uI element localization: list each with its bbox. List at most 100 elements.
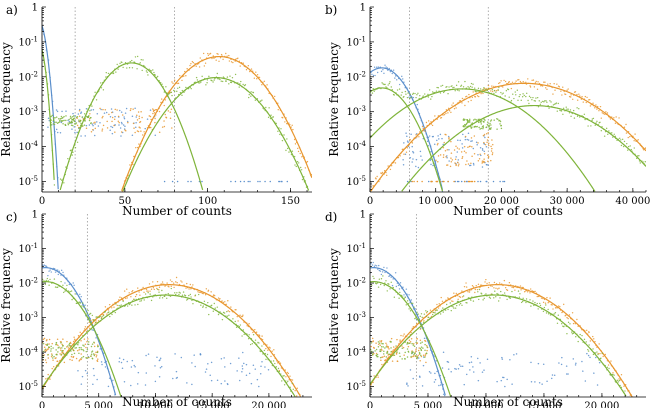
noise-point bbox=[584, 380, 587, 382]
data-point bbox=[440, 296, 442, 299]
data-point bbox=[143, 299, 145, 301]
noise-point bbox=[467, 121, 470, 123]
data-point bbox=[563, 303, 565, 306]
data-point bbox=[113, 306, 115, 308]
noise-point bbox=[436, 139, 438, 142]
noise-point bbox=[454, 158, 457, 160]
data-point bbox=[145, 288, 148, 291]
data-point bbox=[517, 290, 520, 292]
data-point bbox=[376, 175, 378, 178]
noise-point bbox=[413, 342, 415, 345]
noise-point bbox=[167, 110, 170, 112]
data-point bbox=[644, 161, 646, 163]
noise-point bbox=[80, 346, 82, 349]
data-point bbox=[148, 283, 151, 285]
floor-point bbox=[416, 180, 419, 183]
noise-point bbox=[89, 117, 92, 119]
data-point bbox=[254, 339, 257, 341]
data-point bbox=[504, 95, 506, 97]
data-point bbox=[534, 301, 536, 304]
data-point bbox=[186, 298, 189, 301]
y-tick-base: 10 bbox=[18, 382, 31, 393]
noise-point bbox=[165, 116, 167, 118]
noise-point bbox=[223, 357, 225, 359]
data-point bbox=[379, 270, 382, 272]
data-point bbox=[627, 136, 629, 139]
data-point bbox=[393, 94, 395, 96]
noise-point bbox=[595, 356, 597, 359]
noise-point bbox=[85, 124, 88, 127]
noise-point bbox=[159, 359, 161, 361]
noise-point bbox=[404, 351, 406, 354]
data-point bbox=[567, 88, 569, 90]
noise-point bbox=[216, 379, 219, 381]
noise-point bbox=[465, 163, 467, 166]
data-point bbox=[479, 88, 482, 90]
noise-point bbox=[415, 158, 418, 161]
noise-point bbox=[390, 347, 392, 349]
data-point bbox=[392, 286, 394, 289]
noise-point bbox=[48, 338, 51, 341]
noise-point bbox=[470, 355, 473, 358]
noise-point bbox=[480, 119, 483, 122]
data-point bbox=[509, 297, 512, 299]
noise-point bbox=[483, 141, 485, 144]
noise-point bbox=[412, 158, 414, 160]
noise-point bbox=[81, 375, 84, 378]
data-point bbox=[291, 150, 294, 152]
noise-point bbox=[379, 340, 381, 342]
data-point bbox=[189, 283, 192, 286]
data-point bbox=[254, 99, 257, 101]
noise-point bbox=[472, 119, 475, 121]
data-point bbox=[436, 303, 438, 306]
data-point bbox=[543, 306, 546, 309]
noise-point bbox=[124, 125, 126, 127]
noise-point bbox=[138, 126, 140, 128]
noise-point bbox=[561, 356, 563, 359]
data-point bbox=[450, 309, 452, 312]
noise-point bbox=[120, 121, 123, 124]
y-tick-label: 1 bbox=[360, 210, 366, 221]
data-point bbox=[153, 288, 155, 291]
floor-point bbox=[243, 180, 245, 183]
noise-point bbox=[82, 350, 85, 352]
noise-point bbox=[451, 159, 454, 161]
noise-point bbox=[111, 120, 113, 123]
data-point bbox=[50, 271, 52, 273]
y-tick-exponent: -4 bbox=[31, 346, 38, 354]
data-point bbox=[294, 164, 296, 166]
noise-point bbox=[122, 124, 125, 126]
data-point bbox=[74, 147, 77, 149]
noise-point bbox=[102, 115, 104, 118]
noise-point bbox=[94, 127, 97, 130]
data-point bbox=[95, 337, 97, 339]
data-point bbox=[418, 136, 420, 138]
noise-point bbox=[413, 345, 416, 347]
data-point bbox=[549, 297, 551, 299]
data-point bbox=[596, 120, 598, 123]
data-point bbox=[163, 104, 165, 107]
data-point bbox=[601, 352, 604, 354]
noise-point bbox=[390, 337, 393, 340]
data-point bbox=[552, 93, 554, 95]
noise-point bbox=[80, 111, 83, 113]
data-point bbox=[629, 145, 631, 147]
data-point bbox=[225, 80, 227, 82]
data-point bbox=[577, 340, 579, 343]
data-point bbox=[105, 76, 107, 78]
data-point bbox=[608, 130, 610, 132]
data-point bbox=[181, 89, 184, 92]
data-point bbox=[199, 57, 201, 59]
data-point bbox=[444, 309, 447, 311]
noise-point bbox=[375, 342, 377, 344]
y-tick-exponent: -1 bbox=[31, 242, 38, 250]
noise-point bbox=[402, 163, 405, 166]
data-point bbox=[250, 91, 252, 93]
data-point bbox=[637, 139, 639, 141]
data-point bbox=[206, 82, 208, 84]
data-point bbox=[546, 88, 548, 91]
data-point bbox=[277, 130, 279, 132]
noise-point bbox=[74, 347, 76, 349]
data-point bbox=[435, 309, 437, 311]
floor-point bbox=[247, 180, 249, 183]
